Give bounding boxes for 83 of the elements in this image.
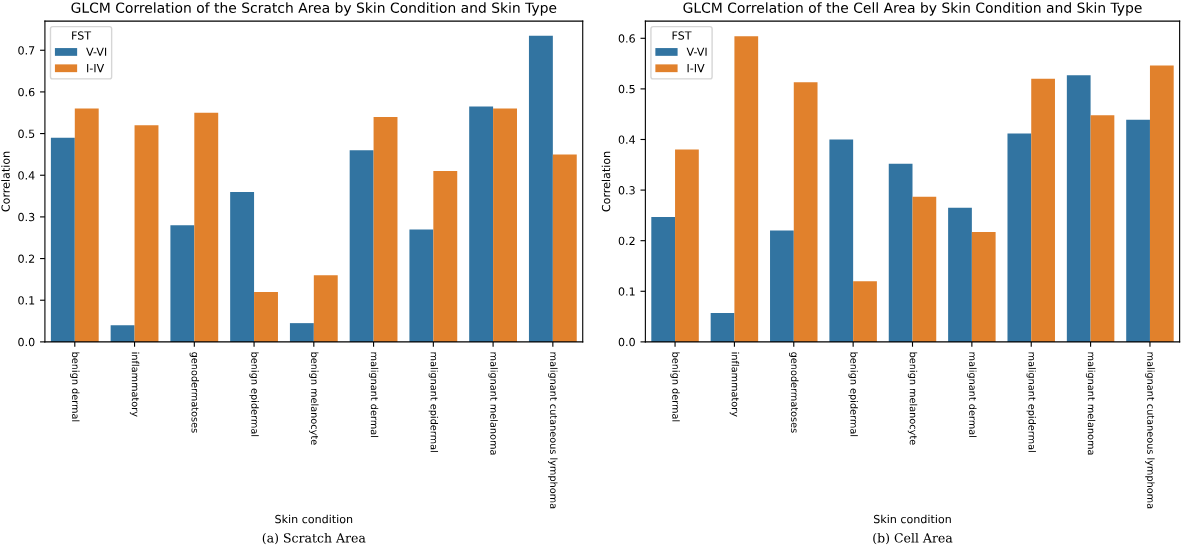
y-axis-title: Correlation (1, 151, 10, 212)
y-tick-label: 0.5 (618, 84, 635, 94)
bar (254, 291, 278, 342)
bar (170, 225, 195, 342)
bar (734, 36, 759, 342)
bar (50, 137, 75, 342)
x-tick-label: benign dermal (670, 352, 680, 422)
bar (948, 207, 972, 342)
text: (b) Cell Area (873, 532, 953, 545)
y-tick-label: 0.4 (618, 135, 636, 144)
bar (230, 191, 255, 342)
x-tick-label: malignant dermal (368, 352, 379, 437)
legend-label: I-IV (687, 64, 705, 73)
bar (829, 139, 854, 342)
bar (134, 125, 159, 342)
x-axis-title: Skin condition (275, 514, 353, 524)
x-tick-label: malignant epidermal (428, 352, 439, 452)
bar (770, 230, 794, 342)
bar (793, 82, 818, 342)
y-tick-label: 0.2 (18, 254, 35, 263)
x-tick-label: benign epidermal (848, 352, 858, 437)
x-tick-label: malignant epidermal (1026, 352, 1036, 452)
x-tick-label: malignant melanoma (488, 352, 498, 455)
legend-label: V-VI (686, 47, 707, 56)
x-tick-label: genodermatoses (789, 352, 799, 433)
y-tick-label: 0.6 (18, 87, 35, 97)
legend-title: FST (672, 31, 692, 40)
bar (433, 171, 458, 342)
y-tick-label: 0.7 (18, 46, 35, 55)
bar (110, 325, 135, 342)
x-tick-label: genodermatoses (189, 352, 200, 433)
bar (651, 216, 676, 342)
bar (1126, 119, 1150, 342)
bar (289, 323, 314, 342)
y-tick-label: 0.6 (618, 34, 635, 43)
y-tick-label: 0.4 (18, 171, 35, 180)
x-tick-label: malignant cutaneous lymphoma (1145, 352, 1155, 509)
chart-title: GLCM Correlation of the Cell Area by Skin Condition and Skin Type (683, 2, 1142, 16)
bar (1007, 133, 1032, 342)
legend-label: V-VI (86, 47, 107, 56)
x-tick-label: inflammatory (129, 352, 140, 417)
bar (1090, 115, 1115, 342)
chart-title: GLCM Correlation of the Scratch Area by Skin Condition and Skin Type (71, 2, 557, 16)
bar (1066, 75, 1091, 342)
x-tick-label: benign melanocyte (309, 352, 319, 445)
bar (912, 196, 937, 342)
bar (409, 229, 434, 342)
x-tick-label: malignant dermal (967, 352, 977, 437)
bar (469, 106, 494, 342)
x-tick-label: benign melanocyte (907, 352, 918, 445)
y-tick-label: 0.2 (618, 236, 635, 246)
bar (675, 149, 699, 342)
x-tick-label: benign dermal (70, 352, 80, 422)
legend-label: I-IV (87, 64, 105, 73)
bar (552, 154, 577, 342)
text: (a) Scratch Area (262, 532, 366, 545)
x-tick-label: inflammatory (729, 352, 740, 417)
legend-title: FST (72, 31, 92, 40)
bar (1149, 65, 1174, 342)
y-tick-label: 0.1 (618, 287, 635, 296)
bar (74, 108, 99, 342)
bar (194, 112, 219, 342)
x-axis-title: Skin condition (873, 514, 951, 524)
bar (373, 116, 398, 342)
bar (1031, 78, 1055, 342)
bar (493, 108, 517, 342)
x-tick-label: malignant cutaneous lymphoma (548, 352, 558, 509)
y-tick-label: 0.5 (18, 129, 35, 138)
bar (528, 35, 553, 342)
y-tick-label: 0.1 (18, 296, 35, 305)
bar (349, 150, 374, 342)
y-tick-label: 0.3 (618, 186, 635, 195)
y-tick-label: 0.0 (18, 337, 35, 347)
bar (971, 232, 996, 342)
y-tick-label: 0.3 (18, 212, 35, 222)
y-axis-title: Correlation (601, 151, 611, 212)
bar (710, 313, 735, 342)
y-tick-label: 0.0 (618, 337, 635, 347)
bar (888, 163, 913, 342)
bar (313, 275, 338, 342)
x-tick-label: malignant melanoma (1085, 352, 1096, 455)
x-tick-label: benign epidermal (249, 352, 259, 437)
bar (853, 281, 877, 342)
